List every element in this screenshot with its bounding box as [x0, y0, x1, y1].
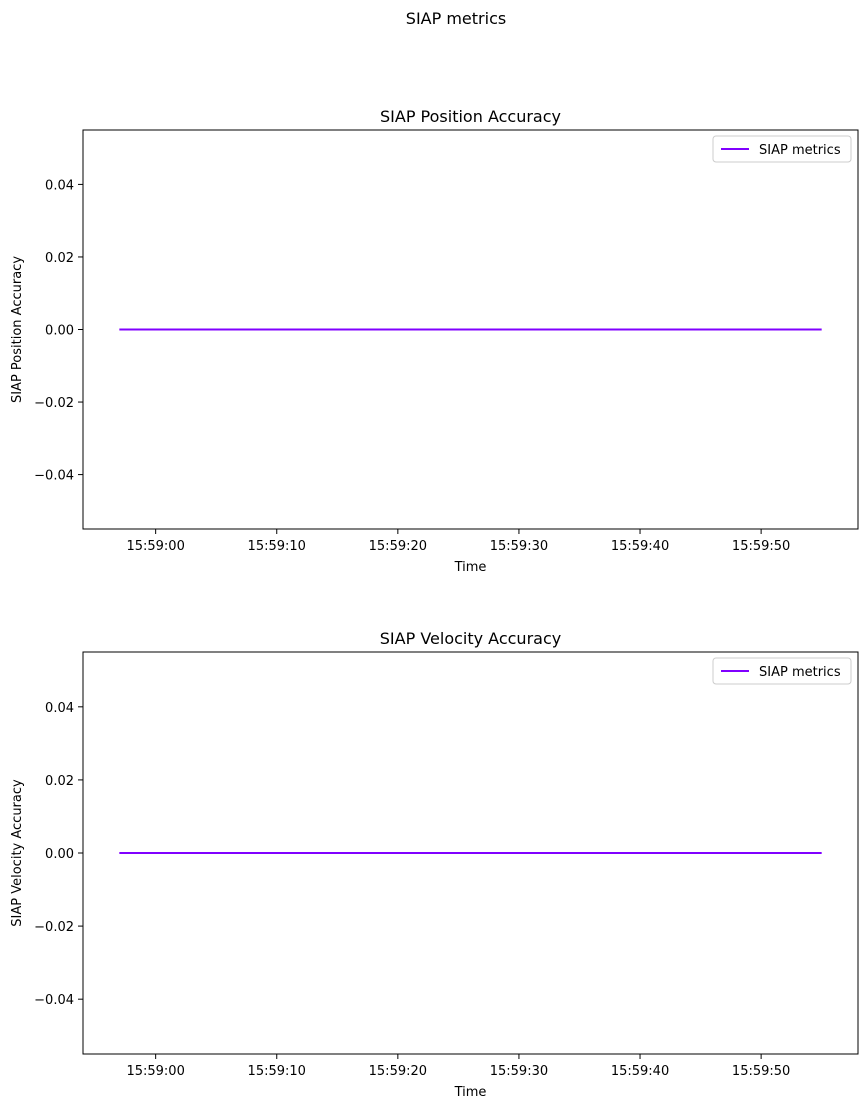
x-tick-label: 15:59:30: [490, 1064, 548, 1079]
y-tick-label: 0.00: [45, 847, 74, 862]
x-tick-label: 15:59:40: [611, 1064, 669, 1079]
y-tick-label: 0.04: [45, 178, 74, 193]
x-tick-label: 15:59:10: [248, 1064, 306, 1079]
legend-label: SIAP metrics: [759, 143, 841, 158]
subplot-1: SIAP Position Accuracy 15:59:00 15:59:10 15…: [10, 107, 859, 575]
y-tick-label: 0.00: [45, 324, 74, 339]
subplot-title: SIAP Position Accuracy: [380, 107, 561, 126]
x-tick-label: 15:59:50: [732, 539, 790, 554]
x-tick-label: 15:59:00: [126, 1064, 184, 1079]
subplot-2: SIAP Velocity Accuracy 15:59:00 15:59:10 15…: [10, 629, 859, 1100]
figure-title: SIAP metrics: [406, 9, 506, 28]
legend-box: [712, 657, 852, 685]
y-tick-label: 0.04: [45, 701, 74, 716]
x-tick-label: 15:59:30: [490, 539, 548, 554]
x-tick-label: 15:59:20: [369, 539, 427, 554]
y-tick-label: −0.04: [34, 469, 74, 484]
legend-box: [712, 135, 852, 163]
x-axis-label: Time: [454, 1085, 487, 1100]
y-tick-label: 0.02: [45, 251, 74, 266]
x-tick-label: 15:59:10: [248, 539, 306, 554]
y-tick-label: 0.02: [45, 774, 74, 789]
x-tick-label: 15:59:40: [611, 539, 669, 554]
y-tick-label: −0.02: [34, 396, 74, 411]
legend: SIAP metrics: [712, 135, 852, 163]
legend: SIAP metrics: [712, 657, 852, 685]
x-tick-label: 15:59:50: [732, 1064, 790, 1079]
y-tick-label: −0.04: [34, 993, 74, 1008]
legend-label: SIAP metrics: [759, 665, 841, 680]
x-tick-label: 15:59:00: [126, 539, 184, 554]
x-axis-label: Time: [454, 560, 487, 575]
x-tick-label: 15:59:20: [369, 1064, 427, 1079]
y-tick-label: −0.02: [34, 920, 74, 935]
subplot-title: SIAP Velocity Accuracy: [380, 629, 561, 648]
y-axis-label: SIAP Velocity Accuracy: [10, 779, 25, 927]
y-axis-label: SIAP Position Accuracy: [10, 256, 25, 403]
